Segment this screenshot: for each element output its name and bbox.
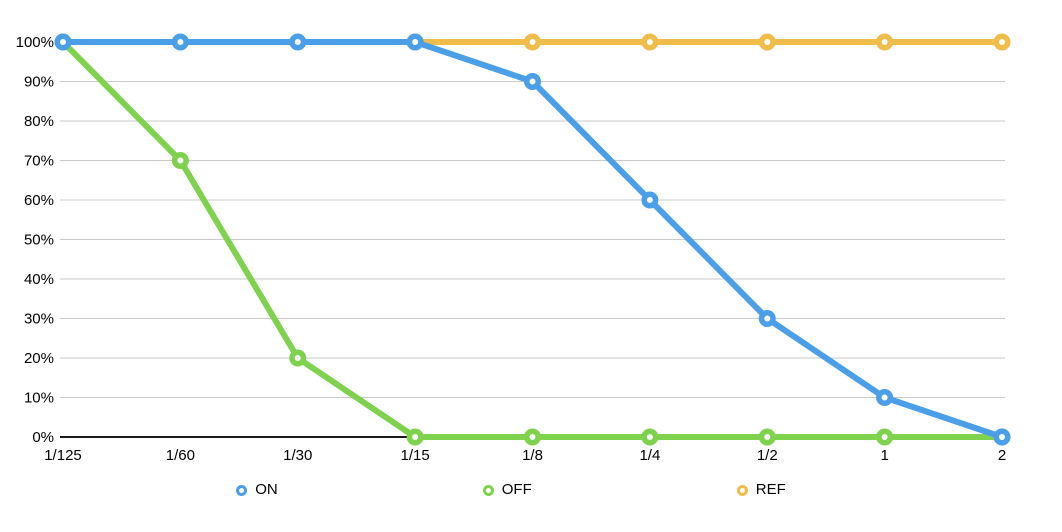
- data-point-off: [641, 428, 659, 446]
- data-point-on: [993, 428, 1011, 446]
- y-tick-label: 40%: [24, 271, 54, 288]
- data-point-ref: [641, 33, 659, 51]
- legend-item-ref: REF: [736, 481, 786, 499]
- y-tick-label: 60%: [24, 192, 54, 209]
- y-tick-label: 10%: [24, 390, 54, 407]
- data-point-off: [289, 349, 307, 367]
- data-point-on: [171, 33, 189, 51]
- x-tick-label: 1: [880, 447, 888, 464]
- legend-label-on: ON: [255, 481, 278, 498]
- y-tick-label: 30%: [24, 311, 54, 328]
- data-point-off: [171, 152, 189, 169]
- data-point-ref: [993, 33, 1011, 51]
- x-tick-label: 2: [998, 447, 1006, 464]
- legend-item-on: ON: [236, 481, 278, 499]
- x-tick-label: 1/8: [522, 447, 543, 464]
- data-point-off: [524, 428, 541, 446]
- chart-legend: ON OFF REF: [0, 481, 1022, 499]
- y-tick-label: 100%: [16, 34, 54, 51]
- legend-marker-ref-icon: [736, 484, 748, 496]
- legend-label-off: OFF: [501, 481, 532, 498]
- data-point-on: [289, 33, 307, 51]
- legend-marker-on-icon: [236, 484, 248, 496]
- legend-item-off: OFF: [482, 481, 532, 499]
- y-tick-label: 70%: [24, 153, 54, 170]
- y-tick-label: 50%: [24, 232, 54, 249]
- x-tick-label: 1/125: [44, 447, 82, 464]
- data-point-off: [876, 428, 894, 446]
- y-tick-label: 80%: [24, 113, 54, 130]
- data-point-on: [641, 191, 659, 209]
- x-tick-label: 1/15: [401, 447, 430, 464]
- y-tick-label: 90%: [24, 74, 54, 91]
- x-tick-label: 1/30: [283, 447, 312, 464]
- x-tick-label: 1/4: [639, 447, 660, 464]
- x-tick-label: 1/2: [757, 447, 778, 464]
- data-point-on: [524, 73, 541, 90]
- data-point-off: [758, 428, 776, 446]
- data-point-on: [54, 33, 72, 51]
- y-tick-label: 0%: [32, 429, 54, 446]
- y-tick-label: 20%: [24, 350, 54, 367]
- data-point-ref: [524, 33, 541, 51]
- legend-label-ref: REF: [755, 481, 786, 498]
- x-tick-label: 1/60: [166, 447, 195, 464]
- data-point-on: [406, 33, 424, 51]
- data-point-ref: [758, 33, 776, 51]
- data-point-on: [758, 310, 776, 327]
- legend-marker-off-icon: [482, 484, 494, 496]
- data-point-ref: [876, 33, 894, 51]
- data-point-on: [876, 389, 894, 406]
- data-point-off: [406, 428, 424, 446]
